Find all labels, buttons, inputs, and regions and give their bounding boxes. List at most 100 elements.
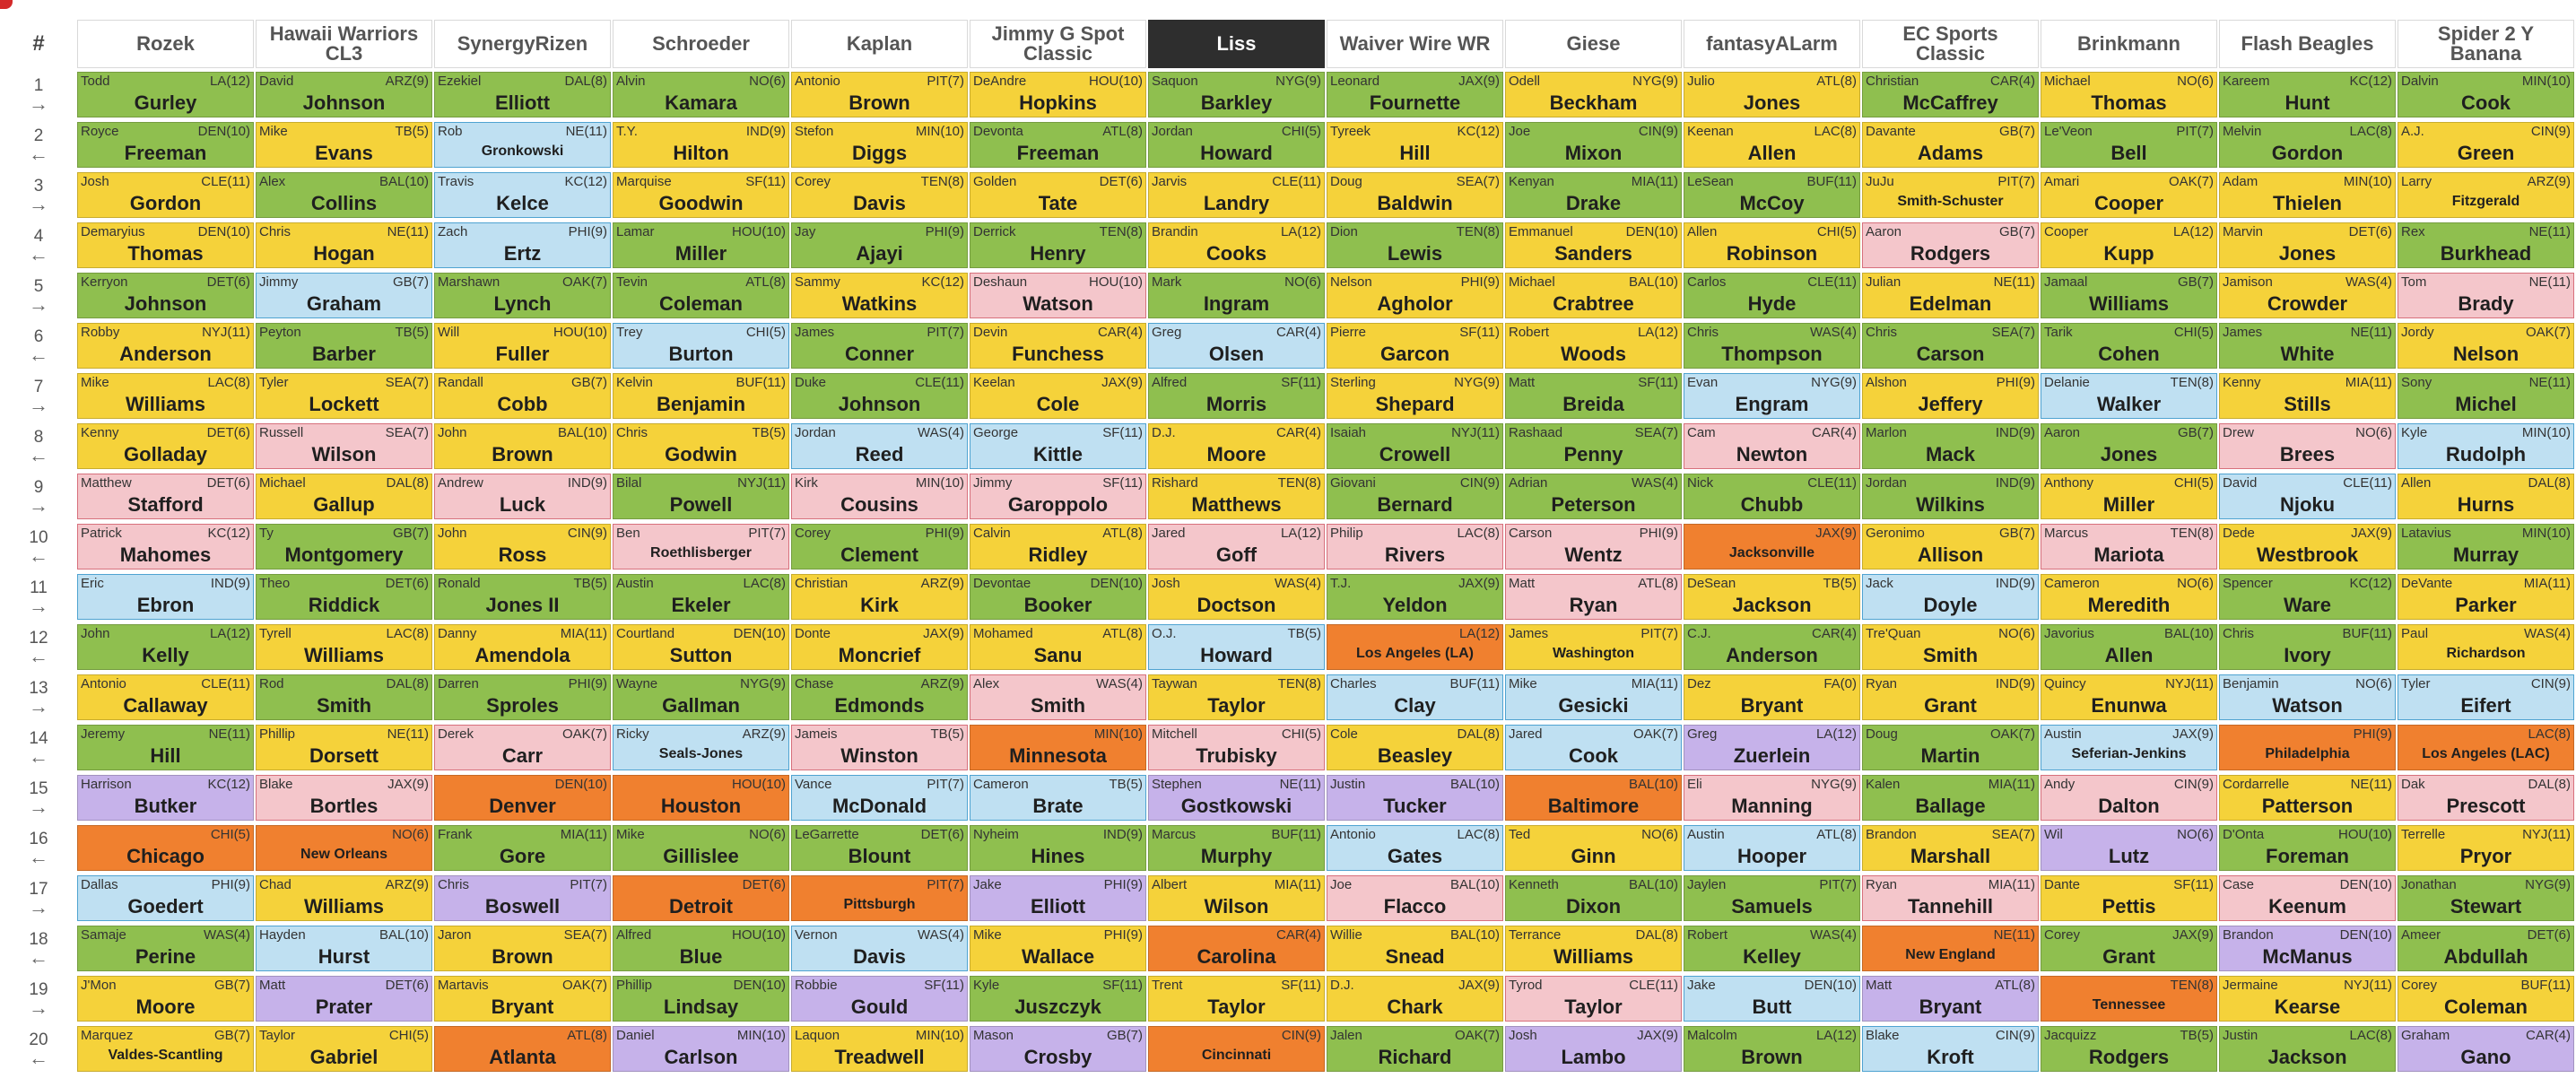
draft-pick[interactable]: Case DEN(10) Keenum xyxy=(2219,875,2396,921)
draft-pick[interactable]: Josh CLE(11) Gordon xyxy=(77,172,254,218)
draft-pick[interactable]: Tyler CIN(9) Eifert xyxy=(2398,674,2574,720)
draft-pick[interactable]: Marcus BUF(11) Murphy xyxy=(1148,825,1325,871)
draft-pick[interactable]: George SF(11) Kittle xyxy=(970,423,1146,469)
draft-pick[interactable]: Aaron GB(7) Jones xyxy=(2041,423,2217,469)
draft-pick[interactable]: Carlos CLE(11) Hyde xyxy=(1684,273,1860,318)
draft-pick[interactable]: James PIT(7) Washington xyxy=(1505,624,1682,670)
draft-pick[interactable]: Robby NYJ(11) Anderson xyxy=(77,323,254,369)
draft-pick[interactable]: Ezekiel DAL(8) Elliott xyxy=(434,72,611,117)
draft-pick[interactable]: Joe CIN(9) Mixon xyxy=(1505,122,1682,168)
draft-pick[interactable]: Golden DET(6) Tate xyxy=(970,172,1146,218)
draft-pick[interactable]: Graham CAR(4) Gano xyxy=(2398,1026,2574,1072)
draft-pick[interactable]: Mike PHI(9) Wallace xyxy=(970,926,1146,971)
draft-pick[interactable]: Latavius MIN(10) Murray xyxy=(2398,524,2574,570)
draft-pick[interactable]: Larry ARZ(9) Fitzgerald xyxy=(2398,172,2574,218)
draft-pick[interactable]: Tyrod CLE(11) Taylor xyxy=(1505,976,1682,1022)
draft-pick[interactable]: Corey TEN(8) Davis xyxy=(791,172,968,218)
draft-pick[interactable]: Harrison KC(12) Butker xyxy=(77,775,254,821)
draft-pick[interactable]: Antonio PIT(7) Brown xyxy=(791,72,968,117)
draft-pick[interactable]: Nelson PHI(9) Agholor xyxy=(1327,273,1503,318)
draft-pick[interactable]: LeGarrette DET(6) Blount xyxy=(791,825,968,871)
draft-pick[interactable]: NE(11) New England xyxy=(1862,926,2039,971)
draft-pick[interactable]: Wil NO(6) Lutz xyxy=(2041,825,2217,871)
draft-pick[interactable]: James PIT(7) Conner xyxy=(791,323,968,369)
draft-pick[interactable]: TEN(8) Tennessee xyxy=(2041,976,2217,1022)
draft-pick[interactable]: Sterling NYG(9) Shepard xyxy=(1327,373,1503,419)
draft-pick[interactable]: Wayne NYG(9) Gallman xyxy=(613,674,789,720)
draft-pick[interactable]: Courtland DEN(10) Sutton xyxy=(613,624,789,670)
draft-pick[interactable]: Donte JAX(9) Moncrief xyxy=(791,624,968,670)
draft-pick[interactable]: Kenneth BAL(10) Dixon xyxy=(1505,875,1682,921)
draft-pick[interactable]: Stefon MIN(10) Diggs xyxy=(791,122,968,168)
draft-pick[interactable]: Danny MIA(11) Amendola xyxy=(434,624,611,670)
draft-pick[interactable]: Alex BAL(10) Collins xyxy=(256,172,432,218)
draft-pick[interactable]: Jordy OAK(7) Nelson xyxy=(2398,323,2574,369)
team-header[interactable]: Rozek xyxy=(77,20,254,68)
draft-pick[interactable]: Ricky ARZ(9) Seals-Jones xyxy=(613,725,789,770)
draft-pick[interactable]: Joe BAL(10) Flacco xyxy=(1327,875,1503,921)
draft-pick[interactable]: Marquez GB(7) Valdes-Scantling xyxy=(77,1026,254,1072)
draft-pick[interactable]: Kareem KC(12) Hunt xyxy=(2219,72,2396,117)
draft-pick[interactable]: DeSean TB(5) Jackson xyxy=(1684,574,1860,620)
draft-pick[interactable]: Tarik CHI(5) Cohen xyxy=(2041,323,2217,369)
draft-pick[interactable]: CIN(9) Cincinnati xyxy=(1148,1026,1325,1072)
draft-pick[interactable]: Aaron GB(7) Rodgers xyxy=(1862,222,2039,268)
draft-pick[interactable]: Taywan TEN(8) Taylor xyxy=(1148,674,1325,720)
draft-pick[interactable]: Travis KC(12) Kelce xyxy=(434,172,611,218)
draft-pick[interactable]: Doug SEA(7) Baldwin xyxy=(1327,172,1503,218)
draft-pick[interactable]: Mike LAC(8) Williams xyxy=(77,373,254,419)
draft-pick[interactable]: Mike MIA(11) Gesicki xyxy=(1505,674,1682,720)
draft-pick[interactable]: Paul WAS(4) Richardson xyxy=(2398,624,2574,670)
draft-pick[interactable]: Kenny MIA(11) Stills xyxy=(2219,373,2396,419)
draft-pick[interactable]: Martavis OAK(7) Bryant xyxy=(434,976,611,1022)
draft-pick[interactable]: Giovani CIN(9) Bernard xyxy=(1327,474,1503,519)
draft-pick[interactable]: Ty GB(7) Montgomery xyxy=(256,524,432,570)
draft-pick[interactable]: Albert MIA(11) Wilson xyxy=(1148,875,1325,921)
draft-pick[interactable]: BAL(10) Baltimore xyxy=(1505,775,1682,821)
draft-pick[interactable]: Tom NE(11) Brady xyxy=(2398,273,2574,318)
draft-pick[interactable]: Anthony CHI(5) Miller xyxy=(2041,474,2217,519)
draft-pick[interactable]: Marshawn OAK(7) Lynch xyxy=(434,273,611,318)
team-header[interactable]: Flash Beagles xyxy=(2219,20,2396,68)
draft-pick[interactable]: Ben PIT(7) Roethlisberger xyxy=(613,524,789,570)
draft-pick[interactable]: Matt SF(11) Breida xyxy=(1505,373,1682,419)
team-header[interactable]: Schroeder xyxy=(613,20,789,68)
draft-pick[interactable]: Andy CIN(9) Dalton xyxy=(2041,775,2217,821)
draft-pick[interactable]: Darren PHI(9) Sproles xyxy=(434,674,611,720)
draft-pick[interactable]: Devonta ATL(8) Freeman xyxy=(970,122,1146,168)
draft-pick[interactable]: Alvin NO(6) Kamara xyxy=(613,72,789,117)
draft-pick[interactable]: Mike NO(6) Gillislee xyxy=(613,825,789,871)
draft-pick[interactable]: T.Y. IND(9) Hilton xyxy=(613,122,789,168)
draft-pick[interactable]: Chris TB(5) Godwin xyxy=(613,423,789,469)
draft-pick[interactable]: John BAL(10) Brown xyxy=(434,423,611,469)
draft-pick[interactable]: Jermaine NYJ(11) Kearse xyxy=(2219,976,2396,1022)
draft-pick[interactable]: DeAndre HOU(10) Hopkins xyxy=(970,72,1146,117)
team-header[interactable]: Spider 2 Y Banana xyxy=(2398,20,2574,68)
draft-pick[interactable]: Phillip DEN(10) Lindsay xyxy=(613,976,789,1022)
draft-pick[interactable]: JAX(9) Jacksonville xyxy=(1684,524,1860,570)
draft-pick[interactable]: Matt DET(6) Prater xyxy=(256,976,432,1022)
draft-pick[interactable]: MIN(10) Minnesota xyxy=(970,725,1146,770)
draft-pick[interactable]: Pierre SF(11) Garcon xyxy=(1327,323,1503,369)
draft-pick[interactable]: Tyler SEA(7) Lockett xyxy=(256,373,432,419)
draft-pick[interactable]: CHI(5) Chicago xyxy=(77,825,254,871)
draft-pick[interactable]: Kenny DET(6) Golladay xyxy=(77,423,254,469)
draft-pick[interactable]: Hayden BAL(10) Hurst xyxy=(256,926,432,971)
draft-pick[interactable]: D'Onta HOU(10) Foreman xyxy=(2219,825,2396,871)
draft-pick[interactable]: T.J. JAX(9) Yeldon xyxy=(1327,574,1503,620)
draft-pick[interactable]: Jake DEN(10) Butt xyxy=(1684,976,1860,1022)
draft-pick[interactable]: John LA(12) Kelly xyxy=(77,624,254,670)
draft-pick[interactable]: Nick CLE(11) Chubb xyxy=(1684,474,1860,519)
draft-pick[interactable]: Kyle SF(11) Juszczyk xyxy=(970,976,1146,1022)
draft-pick[interactable]: Marquise SF(11) Goodwin xyxy=(613,172,789,218)
draft-pick[interactable]: Justin LAC(8) Jackson xyxy=(2219,1026,2396,1072)
draft-pick[interactable]: Dez FA(0) Bryant xyxy=(1684,674,1860,720)
draft-pick[interactable]: Vance PIT(7) McDonald xyxy=(791,775,968,821)
draft-pick[interactable]: Ameer DET(6) Abdullah xyxy=(2398,926,2574,971)
draft-pick[interactable]: Kirk MIN(10) Cousins xyxy=(791,474,968,519)
draft-pick[interactable]: Randall GB(7) Cobb xyxy=(434,373,611,419)
team-header[interactable]: Brinkmann xyxy=(2041,20,2217,68)
draft-pick[interactable]: Cordarrelle NE(11) Patterson xyxy=(2219,775,2396,821)
draft-pick[interactable]: Corey BUF(11) Coleman xyxy=(2398,976,2574,1022)
draft-pick[interactable]: Theo DET(6) Riddick xyxy=(256,574,432,620)
